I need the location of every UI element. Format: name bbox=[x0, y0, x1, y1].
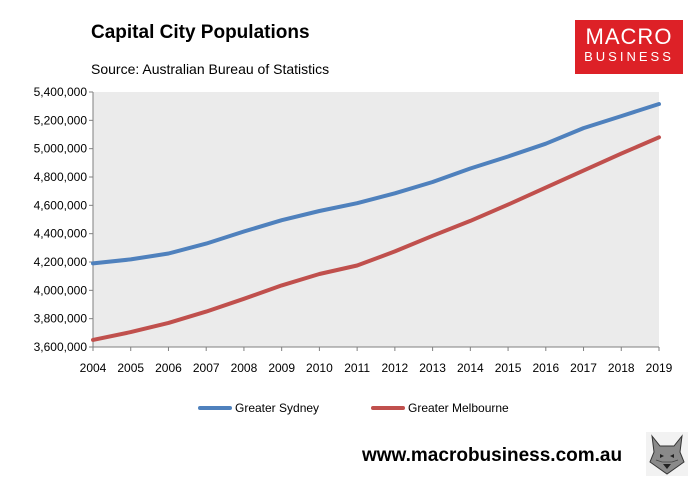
series-line-greater-sydney bbox=[91, 102, 661, 266]
chart-source: Source: Australian Bureau of Statistics bbox=[91, 61, 330, 77]
series-line-greater-melbourne bbox=[91, 135, 661, 342]
website-url[interactable]: www.macrobusiness.com.au bbox=[362, 445, 623, 466]
macrobusiness-logo: MACRO BUSINESS bbox=[575, 20, 683, 74]
y-tick-label: 5,200,000 bbox=[34, 113, 88, 127]
x-tick-label: 2015 bbox=[495, 361, 522, 375]
x-tick-label: 2007 bbox=[193, 361, 220, 375]
y-tick-label: 3,600,000 bbox=[34, 340, 88, 354]
y-tick-label: 3,800,000 bbox=[34, 312, 88, 326]
x-tick-label: 2014 bbox=[457, 361, 484, 375]
logo-text-business: BUSINESS bbox=[584, 49, 674, 64]
x-tick-label: 2019 bbox=[646, 361, 673, 375]
legend-label: Greater Sydney bbox=[235, 401, 319, 415]
y-tick-label: 4,200,000 bbox=[34, 255, 88, 269]
x-tick-label: 2006 bbox=[155, 361, 182, 375]
y-tick-label: 5,400,000 bbox=[34, 85, 88, 99]
x-tick-label: 2013 bbox=[419, 361, 446, 375]
y-tick-label: 4,000,000 bbox=[34, 283, 88, 297]
x-tick-label: 2004 bbox=[80, 361, 107, 375]
x-tick-label: 2011 bbox=[344, 361, 370, 375]
x-tick-label: 2008 bbox=[231, 361, 258, 375]
wolf-icon bbox=[646, 432, 688, 476]
y-tick-label: 4,600,000 bbox=[34, 198, 88, 212]
x-tick-label: 2009 bbox=[268, 361, 295, 375]
x-tick-label: 2005 bbox=[117, 361, 144, 375]
y-tick-label: 5,000,000 bbox=[34, 142, 88, 156]
chart-title: Capital City Populations bbox=[91, 22, 310, 43]
x-tick-label: 2017 bbox=[570, 361, 597, 375]
y-tick-label: 4,800,000 bbox=[34, 170, 88, 184]
x-tick-label: 2010 bbox=[306, 361, 333, 375]
line-chart: 3,600,000 3,800,000 4,000,000 4,200,000 4,40… bbox=[34, 85, 673, 415]
x-tick-label: 2012 bbox=[382, 361, 409, 375]
x-tick-label: 2018 bbox=[608, 361, 635, 375]
logo-text-macro: MACRO bbox=[585, 24, 673, 49]
legend-label: Greater Melbourne bbox=[408, 401, 509, 415]
x-tick-label: 2016 bbox=[532, 361, 559, 375]
y-tick-label: 4,400,000 bbox=[34, 227, 88, 241]
